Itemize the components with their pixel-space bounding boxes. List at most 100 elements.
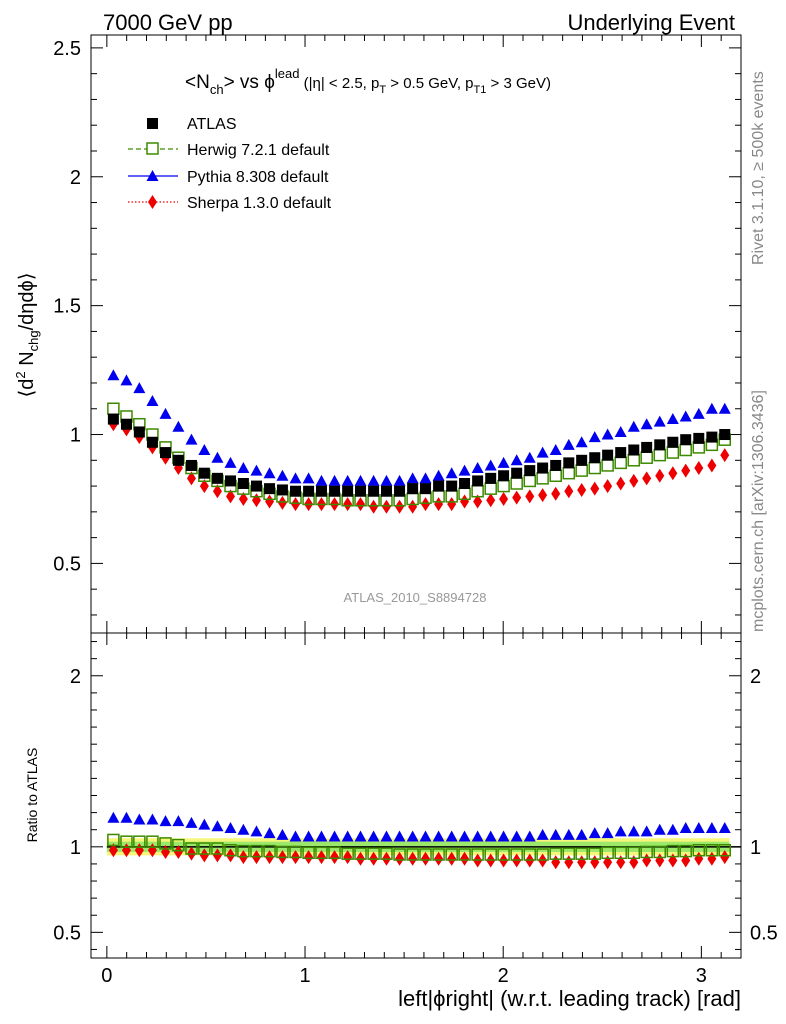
main-y-tick-label: 1.5 (53, 296, 81, 318)
ratio-point-herwig (393, 848, 406, 861)
ratio-y-tick-labels: 0.5 0.5 1 1 2 2 (53, 666, 778, 945)
ratio-point-pythia (575, 828, 588, 840)
point-atlas (433, 480, 445, 492)
point-sherpa (343, 497, 353, 512)
point-sherpa (694, 461, 704, 476)
ratio-point-pythia (432, 830, 445, 842)
point-sherpa (655, 468, 665, 483)
point-pythia (302, 472, 315, 484)
ratio-point-pythia (588, 827, 601, 839)
point-pythia (718, 402, 731, 414)
ratio-point-pythia (458, 830, 471, 842)
ratio-point-herwig (263, 844, 276, 858)
ratio-point-pythia (679, 822, 692, 833)
point-atlas (264, 483, 276, 495)
ratio-point-herwig (315, 846, 328, 860)
ratio-ticks (91, 633, 741, 958)
ratio-point-pythia (510, 830, 523, 842)
point-pythia (562, 438, 575, 450)
ratio-point-herwig (367, 847, 380, 860)
ratio-point-pythia (211, 820, 224, 832)
point-pythia (120, 374, 133, 386)
ratio-point-pythia (276, 828, 289, 840)
point-pythia (445, 467, 458, 479)
legend-item-atlas: ATLAS (147, 116, 237, 133)
ratio-point-herwig (575, 847, 588, 860)
point-pythia (692, 407, 705, 419)
ratio-point-pythia (263, 827, 276, 839)
point-pythia (705, 402, 718, 414)
legend-label-herwig: Herwig 7.2.1 default (187, 142, 330, 159)
point-sherpa (512, 490, 522, 505)
point-herwig (536, 472, 549, 485)
ratio-point-pythia (601, 827, 614, 839)
point-herwig (562, 466, 576, 480)
point-atlas (185, 459, 197, 471)
legend-label-pythia: Pythia 8.308 default (187, 169, 329, 186)
ratio-point-sherpa (343, 850, 353, 865)
ratio-point-pythia (666, 823, 679, 835)
point-pythia (263, 467, 276, 479)
ratio-point-pythia (354, 830, 367, 842)
ratio-point-herwig (510, 848, 523, 861)
ratio-point-herwig (341, 847, 354, 860)
point-atlas (160, 447, 172, 459)
ratio-point-pythia (185, 816, 198, 828)
x-tick-label: 3 (696, 965, 707, 987)
ratio-point-pythia (107, 811, 120, 823)
ratio-point-herwig (185, 842, 198, 855)
point-atlas (706, 431, 718, 443)
ratio-point-herwig (562, 847, 576, 860)
point-atlas (303, 485, 315, 497)
ratio-point-pythia (120, 811, 133, 823)
ratio-point-herwig (705, 843, 719, 857)
point-sherpa (238, 491, 248, 506)
ratio-point-pythia (640, 825, 653, 837)
ratio-point-herwig (471, 848, 484, 861)
point-atlas (290, 485, 302, 497)
header-analysis: Underlying Event (567, 10, 735, 35)
main-data-points (107, 369, 731, 514)
ratio-point-herwig (549, 847, 562, 860)
point-herwig (510, 477, 523, 490)
point-atlas (511, 467, 523, 479)
point-atlas (654, 439, 666, 451)
ratio-point-sherpa (720, 850, 730, 865)
point-atlas (315, 485, 327, 497)
ratio-point-sherpa (212, 848, 222, 863)
point-pythia (588, 431, 601, 443)
ratio-point-herwig (328, 846, 341, 860)
point-atlas (498, 470, 510, 482)
main-y-tick-label: 0.5 (53, 553, 81, 575)
point-sherpa (277, 495, 287, 510)
point-pythia (510, 454, 523, 466)
main-y-tick-label: 2.5 (53, 38, 81, 60)
ratio-point-herwig (172, 838, 185, 852)
legend-item-pythia: Pythia 8.308 default (128, 169, 329, 186)
point-atlas (602, 449, 614, 461)
point-herwig (458, 487, 471, 501)
ratio-point-herwig (497, 848, 510, 861)
point-sherpa (291, 497, 301, 512)
ratio-point-herwig (653, 845, 666, 859)
point-sherpa (590, 481, 600, 496)
legend-item-sherpa: Sherpa 1.3.0 default (128, 195, 332, 212)
point-atlas (237, 478, 249, 489)
point-atlas (342, 485, 354, 497)
ratio-point-herwig (276, 845, 289, 859)
point-pythia (107, 369, 120, 381)
main-y-tick-label: 1 (70, 425, 81, 447)
ratio-point-pythia (172, 815, 185, 827)
point-atlas (172, 454, 184, 466)
point-sherpa (577, 482, 587, 497)
ratio-point-pythia (627, 825, 640, 837)
point-pythia (276, 469, 289, 481)
point-pythia (237, 462, 250, 474)
point-atlas (368, 485, 380, 497)
point-pythia (406, 472, 419, 484)
point-pythia (614, 425, 627, 437)
ratio-point-herwig (237, 844, 250, 858)
point-sherpa (421, 497, 431, 512)
ratio-point-herwig (588, 847, 601, 860)
